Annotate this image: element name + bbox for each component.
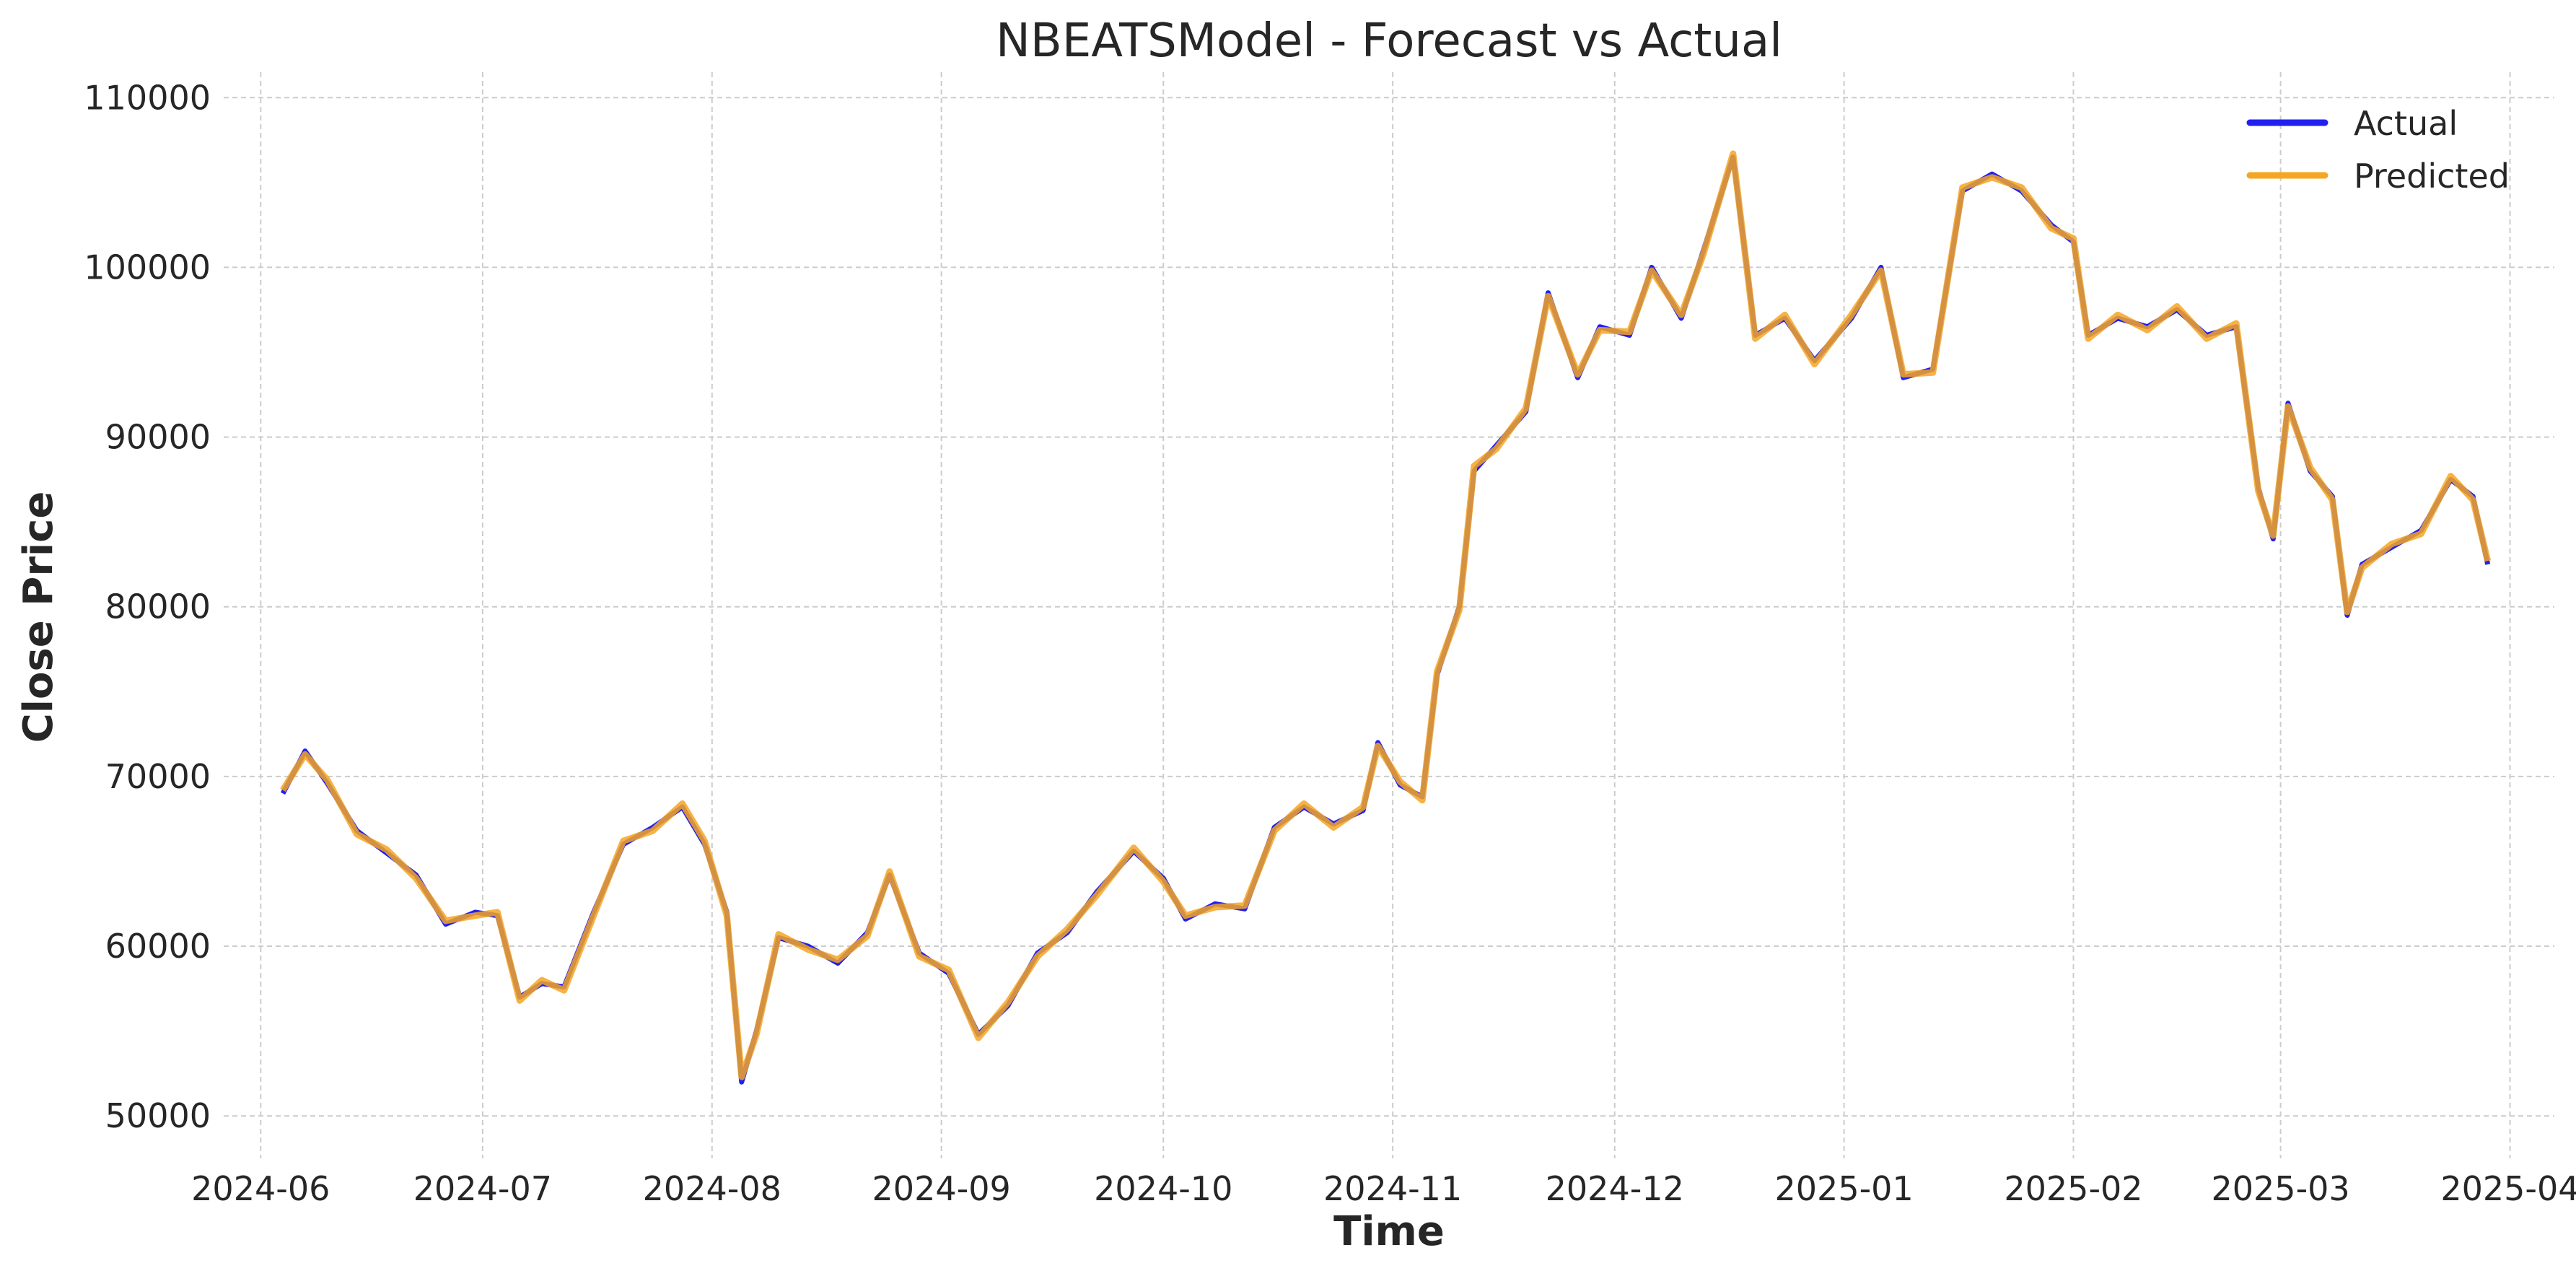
x-tick-label: 2025-03 (2212, 1169, 2350, 1208)
x-tick-label: 2024-08 (643, 1169, 781, 1208)
y-tick-labels: 50000 60000 70000 80000 90000 100000 110000 (84, 78, 211, 1135)
x-tick-label: 2025-01 (1775, 1169, 1914, 1208)
x-tick-label: 2025-04 (2440, 1169, 2576, 1208)
y-tick-label: 70000 (105, 757, 211, 796)
series-lines (280, 150, 2492, 1085)
chart-title: NBEATSModel - Forecast vs Actual (996, 14, 1782, 68)
x-tick-label: 2024-06 (191, 1169, 330, 1208)
y-tick-label: 50000 (105, 1096, 211, 1135)
x-tick-label: 2024-11 (1323, 1169, 1462, 1208)
legend-label-actual: Actual (2354, 104, 2458, 143)
legend: Actual Predicted (2246, 104, 2510, 196)
series-line-actual (280, 154, 2491, 1085)
x-tick-label: 2024-07 (413, 1169, 552, 1208)
x-tick-label: 2024-10 (1094, 1169, 1232, 1208)
y-tick-label: 60000 (105, 927, 211, 966)
series-line-predicted (280, 150, 2492, 1080)
x-tick-labels: 2024-06 2024-07 2024-08 2024-09 2024-10 2024-… (191, 1169, 2576, 1208)
x-axis-label: Time (1333, 1208, 1445, 1255)
y-tick-label: 100000 (84, 248, 211, 287)
x-tick-label: 2025-02 (2004, 1169, 2142, 1208)
y-axis-label: Close Price (15, 491, 62, 743)
grid (224, 72, 2554, 1158)
y-tick-label: 90000 (105, 418, 211, 457)
x-tick-label: 2024-09 (872, 1169, 1011, 1208)
legend-label-predicted: Predicted (2354, 157, 2510, 196)
y-tick-label: 110000 (84, 78, 211, 117)
y-tick-label: 80000 (105, 587, 211, 626)
x-tick-label: 2024-12 (1546, 1169, 1684, 1208)
